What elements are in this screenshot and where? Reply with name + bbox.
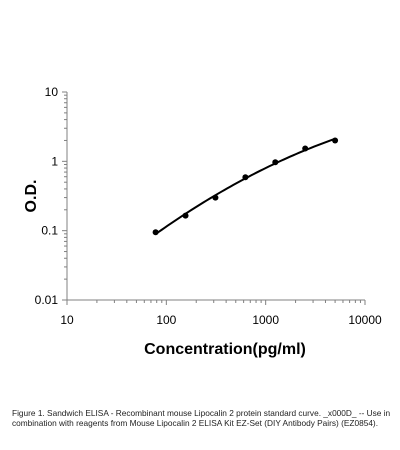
x-axis-ticks: 10 100 1000 10000	[60, 300, 382, 327]
y-tick-label: 1	[51, 154, 58, 168]
data-point	[302, 145, 309, 152]
data-point	[152, 229, 159, 236]
data-point	[212, 194, 219, 201]
y-tick-label: 10	[45, 85, 59, 99]
x-axis-title: Concentration(pg/ml)	[144, 341, 306, 358]
data-point	[182, 212, 189, 219]
data-point	[272, 159, 279, 166]
fit-curve	[155, 137, 336, 235]
x-tick-label: 100	[156, 313, 176, 327]
y-axis-title: O.D.	[23, 180, 40, 213]
y-axis-ticks: 0.01 0.1 1 10	[35, 85, 67, 307]
figure-caption: Figure 1. Sandwich ELISA - Recombinant m…	[12, 408, 391, 428]
plot-axes	[66, 92, 365, 301]
data-points	[152, 137, 339, 236]
y-tick-label: 0.1	[41, 224, 58, 238]
x-tick-label: 10	[60, 313, 74, 327]
standard-curve-chart: 10 100 1000 10000 0.01 0.1 1 10 Concentration(…	[23, 85, 382, 358]
x-tick-label: 1000	[252, 313, 279, 327]
data-point	[332, 137, 339, 144]
x-tick-label: 10000	[348, 313, 382, 327]
data-point	[242, 174, 249, 181]
y-tick-label: 0.01	[35, 293, 59, 307]
